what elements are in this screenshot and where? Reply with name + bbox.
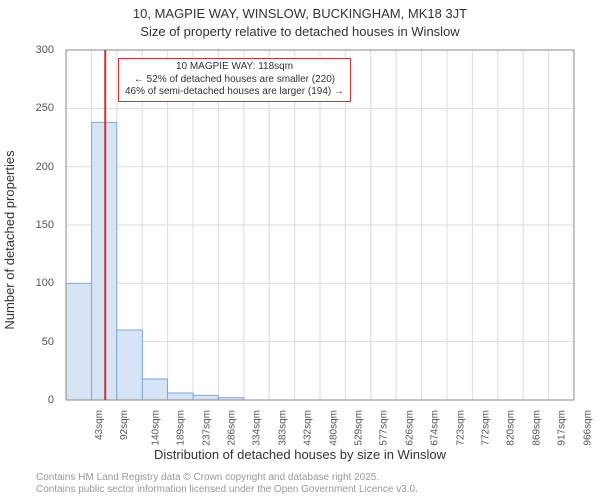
footer-line1: Contains HM Land Registry data © Crown c… xyxy=(36,472,418,484)
x-tick-label: 723sqm xyxy=(455,410,466,446)
x-axis-label: Distribution of detached houses by size … xyxy=(0,447,600,462)
y-axis-label: Number of detached properties xyxy=(2,150,17,329)
x-tick-label: 966sqm xyxy=(582,410,593,446)
x-tick-label: 772sqm xyxy=(481,410,492,446)
x-tick-label: 480sqm xyxy=(328,410,339,446)
x-tick-label: 626sqm xyxy=(404,410,415,446)
annotation-box: 10 MAGPIE WAY: 118sqm ← 52% of detached … xyxy=(118,58,351,102)
x-tick-label: 92sqm xyxy=(119,410,130,440)
x-tick-label: 140sqm xyxy=(150,410,161,446)
x-tick-label: 189sqm xyxy=(176,410,187,446)
y-tick-label: 0 xyxy=(24,394,54,406)
footer-credits: Contains HM Land Registry data © Crown c… xyxy=(36,472,418,496)
y-tick-label: 250 xyxy=(24,102,54,114)
annotation-line2: ← 52% of detached houses are smaller (22… xyxy=(125,74,344,87)
chart-container: 10, MAGPIE WAY, WINSLOW, BUCKINGHAM, MK1… xyxy=(0,0,600,500)
y-tick-label: 300 xyxy=(24,44,54,56)
x-tick-label: 43sqm xyxy=(94,410,105,440)
x-tick-label: 237sqm xyxy=(201,410,212,446)
annotation-line1: 10 MAGPIE WAY: 118sqm xyxy=(125,61,344,74)
y-tick-label: 50 xyxy=(24,336,54,348)
footer-line2: Contains public sector information licen… xyxy=(36,484,418,496)
x-tick-label: 383sqm xyxy=(277,410,288,446)
x-tick-label: 820sqm xyxy=(506,410,517,446)
chart-title-sub: Size of property relative to detached ho… xyxy=(0,24,600,39)
x-tick-label: 674sqm xyxy=(430,410,441,446)
x-tick-label: 286sqm xyxy=(227,410,238,446)
x-tick-label: 432sqm xyxy=(303,410,314,446)
x-tick-label: 529sqm xyxy=(354,410,365,446)
y-tick-label: 150 xyxy=(24,219,54,231)
x-tick-label: 334sqm xyxy=(252,410,263,446)
x-tick-label: 917sqm xyxy=(557,410,568,446)
x-tick-label: 869sqm xyxy=(531,410,542,446)
chart-title-main: 10, MAGPIE WAY, WINSLOW, BUCKINGHAM, MK1… xyxy=(0,6,600,21)
annotation-line3: 46% of semi-detached houses are larger (… xyxy=(125,86,344,99)
x-tick-label: 577sqm xyxy=(379,410,390,446)
y-tick-label: 200 xyxy=(24,161,54,173)
y-tick-label: 100 xyxy=(24,277,54,289)
